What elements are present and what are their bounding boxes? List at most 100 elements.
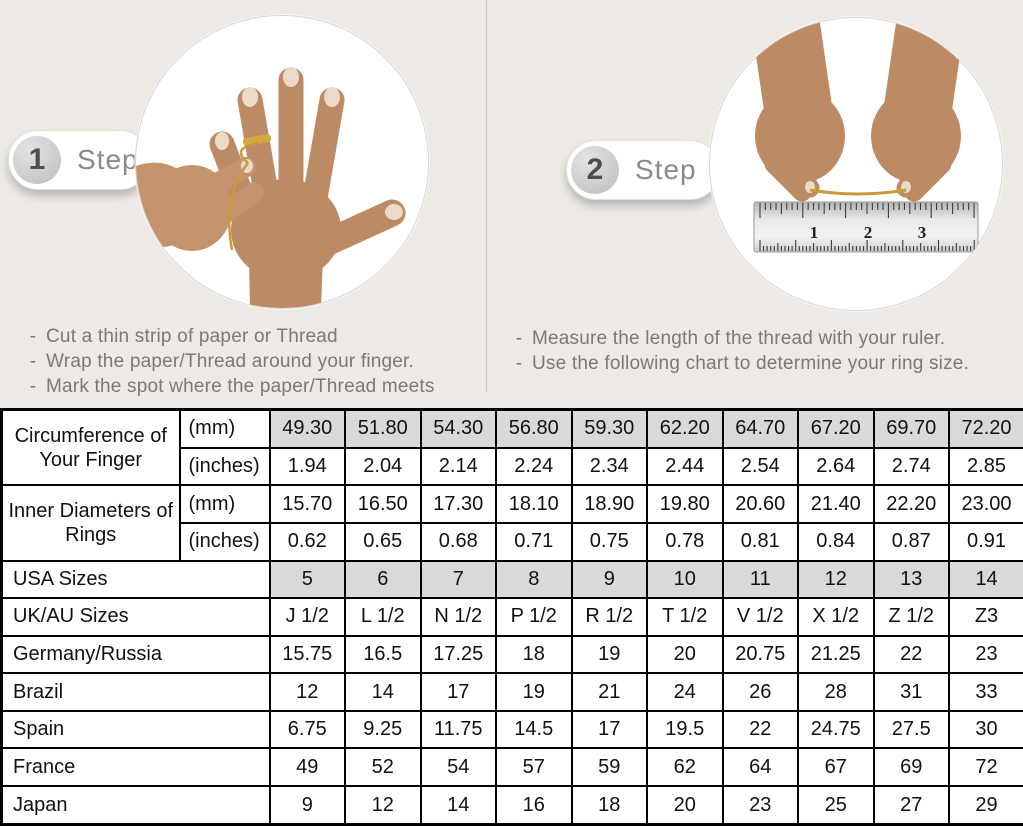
table-cell: 0.71 [495, 521, 573, 562]
gold-ring [242, 134, 272, 146]
table-cell: 16.5 [344, 634, 422, 675]
step-1-photo-circle [135, 15, 429, 309]
table-cell: 31 [872, 672, 950, 712]
table-cell: 56.80 [495, 408, 573, 449]
table-cell: 12 [797, 559, 875, 600]
table-cell: 54 [419, 747, 497, 788]
bullet-dash: - [515, 328, 523, 349]
table-cell: 0.78 [646, 521, 724, 562]
gold-thread [227, 141, 259, 251]
step-1-badge: 1 Step [8, 130, 150, 190]
table-cell: 23 [721, 785, 799, 826]
table-cell: 24.75 [797, 709, 875, 750]
table-cell: 72.20 [948, 408, 1023, 449]
table-row: Circumference of Your Finger (mm) 49.30 51.… [0, 408, 1023, 487]
table-cell: 0.62 [268, 521, 346, 562]
table-cell: X 1/2 [797, 597, 875, 637]
ruler-number-2: 2 [864, 223, 873, 242]
table-cell: 14 [948, 559, 1023, 600]
table-cell: 67 [797, 747, 875, 788]
table-cell: 9 [570, 559, 648, 600]
table-cell: 16.50 [344, 484, 422, 524]
step-2-photo-circle: 1 2 3 [709, 17, 1003, 311]
ruler-number-3: 3 [918, 223, 927, 242]
table-cell: N 1/2 [419, 597, 497, 637]
table-cell: 18 [495, 634, 573, 675]
table-cell: 12 [268, 672, 346, 712]
bullet-dash: - [515, 353, 523, 374]
table-cell: 0.84 [797, 521, 875, 562]
table-cell: 9 [268, 785, 346, 826]
table-cell: 14 [419, 785, 497, 826]
table-cell: 24 [646, 672, 724, 712]
table-cell: 51.80 [344, 408, 422, 449]
table-cell: 19.5 [646, 709, 724, 750]
table-row: USA Sizes 5 6 7 8 9 10 11 12 13 14 [0, 559, 1023, 600]
table-unit-label: (inches) [178, 446, 271, 487]
table-cell: 6 [344, 559, 422, 600]
table-cell: 7 [419, 559, 497, 600]
table-cell: 14 [344, 672, 422, 712]
table-cell: 15.70 [268, 484, 346, 524]
instruction-text: Cut a thin strip of paper or Thread [46, 326, 338, 347]
table-cell: 22 [721, 709, 799, 750]
instruction-text: Mark the spot where the paper/Thread mee… [46, 376, 435, 397]
step-2-instructions: - Measure the length of the thread with y… [506, 326, 1018, 376]
table-row: (inches) 0.62 0.65 0.68 0.71 0.75 0.78 0.81 0.84… [2, 521, 1023, 562]
table-row-group-label: Inner Diameters of Rings [0, 484, 181, 562]
table-cell: 49.30 [268, 408, 346, 449]
instruction-line: - Mark the spot where the paper/Thread me… [20, 374, 485, 399]
table-cell: 17.25 [419, 634, 497, 675]
table-cell: 2.24 [495, 446, 573, 487]
table-cell: 23.00 [948, 484, 1023, 524]
table-cell: 12 [344, 785, 422, 826]
step-1-number: 1 [13, 136, 61, 184]
table-cell: 33 [948, 672, 1023, 712]
table-cell: 6.75 [268, 709, 346, 750]
table-cell: 62.20 [646, 408, 724, 449]
table-cell: 17 [419, 672, 497, 712]
bullet-dash: - [29, 376, 37, 397]
hand-thread-illustration [136, 67, 406, 308]
bullet-dash: - [29, 326, 37, 347]
step-2-label: Step [635, 154, 697, 185]
table-cell: 8 [495, 559, 573, 600]
table-cell: 2.64 [797, 446, 875, 487]
table-cell: 27.5 [872, 709, 950, 750]
table-cell: 2.85 [948, 446, 1023, 487]
ruler-number-1: 1 [810, 223, 819, 242]
table-cell: 19 [570, 634, 648, 675]
table-cell: 0.75 [570, 521, 648, 562]
table-cell: 21.25 [797, 634, 875, 675]
table-cell: 67.20 [797, 408, 875, 449]
table-cell: 18.10 [495, 484, 573, 524]
table-cell: 15.75 [268, 634, 346, 675]
table-cell: 64.70 [721, 408, 799, 449]
table-cell: 2.74 [872, 446, 950, 487]
table-cell: L 1/2 [344, 597, 422, 637]
table-cell: 20.75 [721, 634, 799, 675]
table-row-label: Japan [0, 785, 271, 826]
instruction-line: - Use the following chart to determine yo… [506, 351, 1018, 376]
table-row-label: USA Sizes [0, 559, 271, 600]
table-cell: 5 [268, 559, 346, 600]
table-row: UK/AU Sizes J 1/2 L 1/2 N 1/2 P 1/2 R 1/2 T 1/… [0, 597, 1023, 637]
instruction-line: - Measure the length of the thread with y… [506, 326, 1018, 351]
ruler: 1 2 3 [753, 201, 979, 253]
table-cell: 17 [570, 709, 648, 750]
table-cell: T 1/2 [646, 597, 724, 637]
vertical-divider [486, 0, 487, 392]
table-cell: P 1/2 [495, 597, 573, 637]
table-cell: 2.54 [721, 446, 799, 487]
table-cell: 54.30 [419, 408, 497, 449]
table-cell: 69.70 [872, 408, 950, 449]
table-cell: 59.30 [570, 408, 648, 449]
table-cell: 28 [797, 672, 875, 712]
table-cell: 0.65 [344, 521, 422, 562]
step-2-badge: 2 Step [566, 140, 720, 200]
table-cell: 2.34 [570, 446, 648, 487]
table-row: Brazil 12 14 17 19 21 24 26 28 31 33 [0, 672, 1023, 712]
step-1-instructions: - Cut a thin strip of paper or Thread - Wra… [20, 324, 485, 399]
table-cell: R 1/2 [570, 597, 648, 637]
